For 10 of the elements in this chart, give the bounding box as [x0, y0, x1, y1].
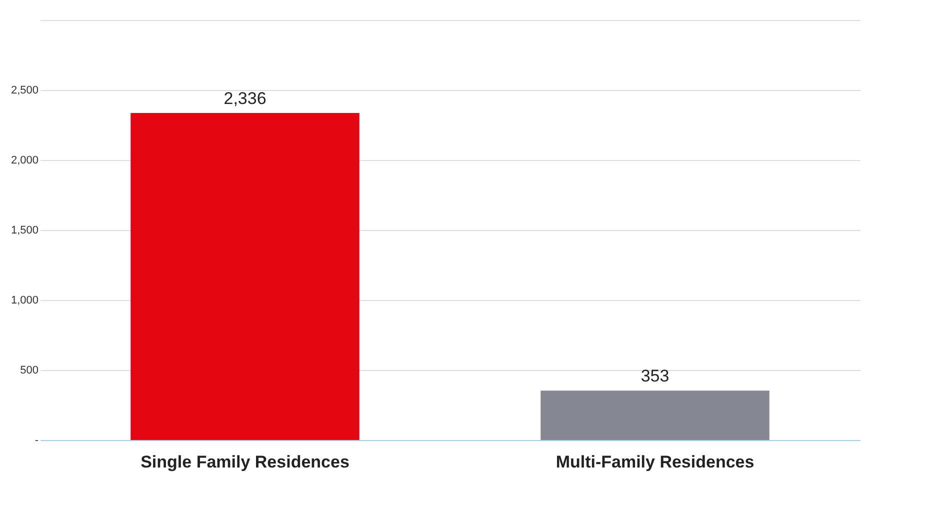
x-tick-label: Single Family Residences — [140, 452, 350, 472]
y-tick-label: 2,500 — [10, 84, 38, 96]
data-label: 353 — [640, 366, 670, 386]
x-tick-label: Multi-Family Residences — [556, 452, 754, 472]
y-tick-label: 2,000 — [10, 154, 38, 166]
data-label: 2,336 — [224, 88, 266, 108]
y-tick-label: 1,500 — [10, 224, 38, 236]
y-tick-label: 1,000 — [10, 294, 38, 306]
y-tick-label: - — [34, 434, 39, 446]
y-tick-label: 500 — [20, 364, 38, 376]
